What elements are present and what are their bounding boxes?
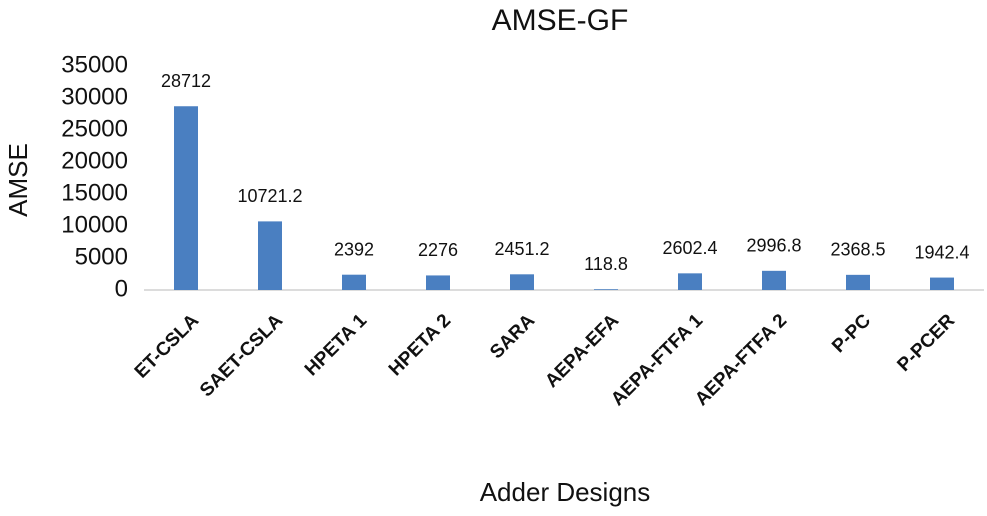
value-label: 10721.2 — [237, 186, 302, 206]
bar — [594, 289, 618, 290]
y-tick-label: 25000 — [61, 115, 128, 142]
value-label: 28712 — [161, 71, 211, 91]
x-tick-label: HPETA 1 — [301, 310, 371, 380]
x-axis-title: Adder Designs — [480, 477, 651, 507]
value-label: 2276 — [418, 240, 458, 260]
bar — [762, 270, 786, 290]
y-tick-label: 30000 — [61, 83, 128, 110]
x-tick-label: SARA — [486, 310, 539, 363]
bar — [258, 221, 282, 290]
bar — [930, 277, 954, 290]
value-label: 2392 — [334, 239, 374, 259]
y-tick-label: 0 — [115, 275, 128, 302]
chart-title: AMSE-GF — [492, 4, 629, 37]
value-label: 2602.4 — [662, 238, 717, 258]
value-label: 1942.4 — [914, 242, 969, 262]
bar — [426, 275, 450, 290]
bar — [174, 106, 198, 291]
value-label: 118.8 — [584, 254, 628, 274]
x-tick-label: P-PCER — [893, 310, 959, 376]
x-tick-label: SAET-CSLA — [196, 310, 287, 401]
bar — [510, 274, 534, 290]
x-tick-label: ET-CSLA — [131, 310, 204, 383]
bar — [678, 273, 702, 290]
y-tick-label: 35000 — [61, 51, 128, 78]
x-tick-label: P-PC — [828, 310, 875, 357]
value-label: 2451.2 — [494, 239, 549, 259]
y-tick-label: 5000 — [75, 243, 128, 270]
x-tick-label: HPETA 2 — [385, 310, 455, 380]
bar — [846, 274, 870, 290]
y-axis-title: AMSE — [3, 143, 33, 217]
y-tick-label: 20000 — [61, 147, 128, 174]
value-label: 2996.8 — [746, 236, 801, 256]
bar — [342, 274, 366, 290]
x-tick-label: AEPA-EFA — [541, 310, 623, 392]
value-label: 2368.5 — [830, 240, 885, 260]
y-tick-label: 15000 — [61, 179, 128, 206]
y-tick-label: 10000 — [61, 211, 128, 238]
